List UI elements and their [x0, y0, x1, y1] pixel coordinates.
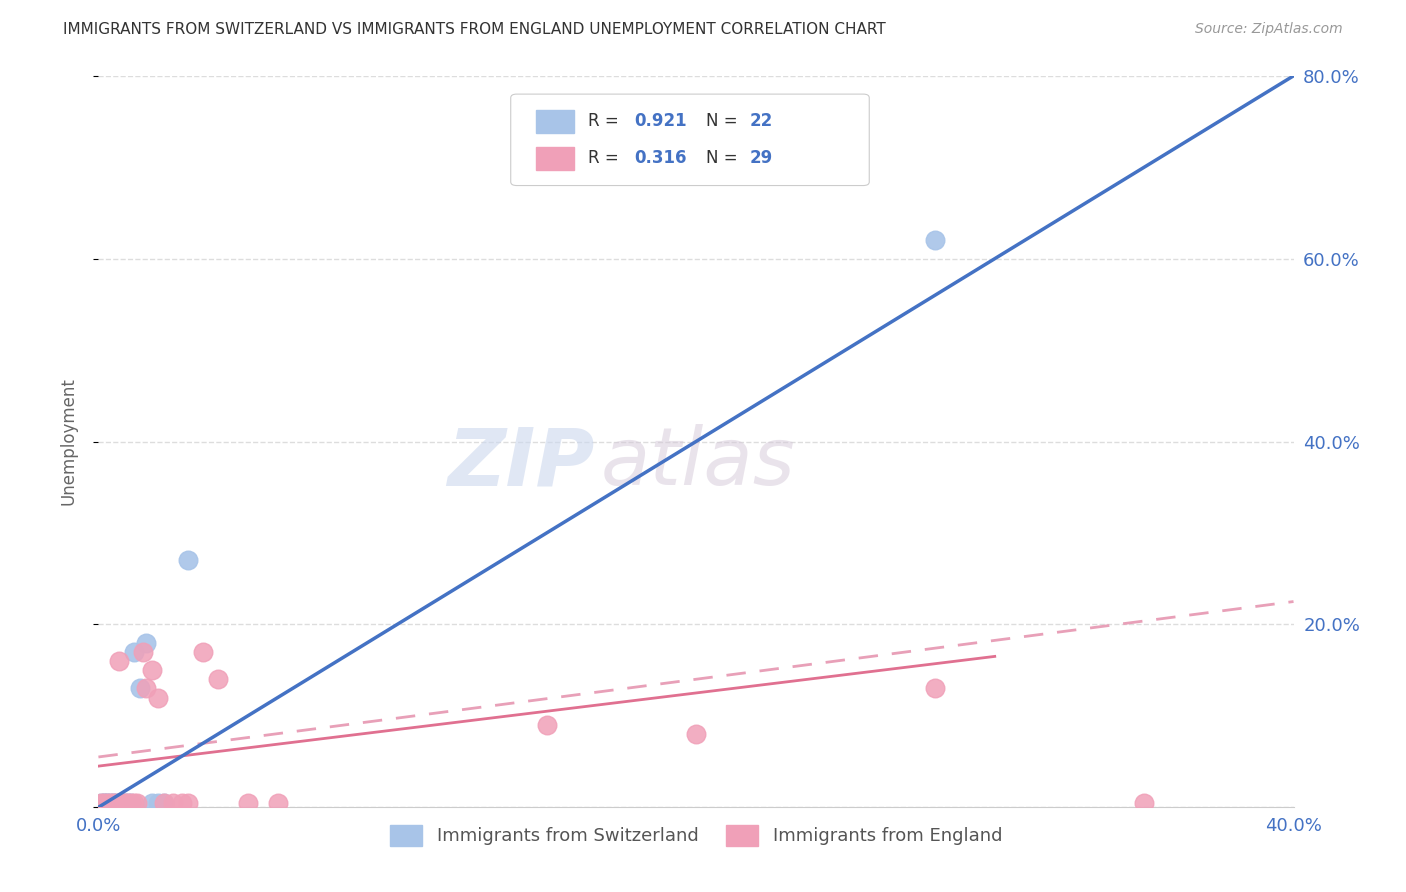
Point	[148, 796, 170, 810]
Point	[153, 796, 176, 810]
Point	[114, 796, 136, 810]
Point	[153, 796, 176, 810]
Point	[236, 796, 259, 810]
Point	[98, 796, 122, 810]
Text: 29: 29	[749, 149, 773, 168]
Point	[924, 233, 946, 247]
Point	[93, 796, 115, 810]
Bar	[536, 146, 574, 170]
Point	[96, 796, 118, 810]
Point	[93, 796, 115, 810]
Point	[111, 796, 134, 810]
Point	[536, 718, 558, 732]
Text: 0.316: 0.316	[634, 149, 686, 168]
Point	[129, 681, 152, 696]
Point	[98, 796, 122, 810]
Text: 22: 22	[749, 112, 773, 130]
Point	[90, 796, 112, 810]
Point	[96, 796, 118, 810]
Point	[117, 796, 139, 810]
Point	[148, 690, 170, 705]
FancyBboxPatch shape	[510, 95, 869, 186]
Text: atlas: atlas	[600, 425, 796, 502]
Point	[93, 796, 115, 810]
Point	[103, 796, 125, 810]
Point	[207, 673, 229, 687]
Text: 0.921: 0.921	[634, 112, 686, 130]
Point	[127, 796, 149, 810]
Point	[177, 553, 200, 567]
Point	[172, 796, 194, 810]
Point	[191, 645, 214, 659]
Point	[177, 796, 200, 810]
Text: R =: R =	[589, 112, 624, 130]
Point	[267, 796, 290, 810]
Point	[114, 796, 136, 810]
Text: ZIP: ZIP	[447, 425, 595, 502]
Point	[103, 796, 125, 810]
Point	[135, 635, 157, 649]
Text: N =: N =	[706, 149, 742, 168]
Point	[103, 796, 125, 810]
Point	[120, 796, 142, 810]
Point	[120, 796, 142, 810]
Point	[141, 663, 163, 677]
Point	[90, 796, 112, 810]
Point	[124, 796, 146, 810]
Point	[96, 796, 118, 810]
Y-axis label: Unemployment: Unemployment	[59, 377, 77, 506]
Point	[108, 654, 131, 668]
Text: Source: ZipAtlas.com: Source: ZipAtlas.com	[1195, 22, 1343, 37]
Point	[105, 796, 128, 810]
Point	[105, 796, 128, 810]
Point	[108, 796, 131, 810]
Point	[124, 645, 146, 659]
Point	[135, 681, 157, 696]
Text: N =: N =	[706, 112, 742, 130]
Point	[111, 796, 134, 810]
Point	[162, 796, 184, 810]
Text: IMMIGRANTS FROM SWITZERLAND VS IMMIGRANTS FROM ENGLAND UNEMPLOYMENT CORRELATION : IMMIGRANTS FROM SWITZERLAND VS IMMIGRANT…	[63, 22, 886, 37]
Text: R =: R =	[589, 149, 624, 168]
Point	[117, 796, 139, 810]
Point	[1133, 796, 1156, 810]
Point	[132, 645, 155, 659]
Point	[685, 727, 707, 741]
Point	[924, 681, 946, 696]
Legend: Immigrants from Switzerland, Immigrants from England: Immigrants from Switzerland, Immigrants …	[382, 818, 1010, 853]
Point	[141, 796, 163, 810]
Bar	[536, 110, 574, 133]
